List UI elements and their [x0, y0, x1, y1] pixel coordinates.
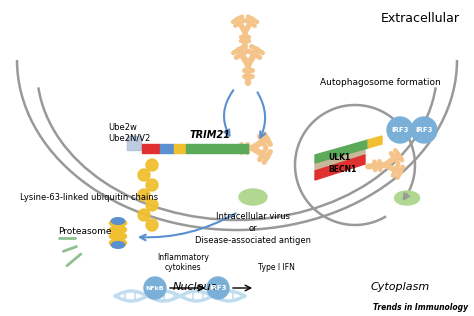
Ellipse shape	[111, 218, 125, 224]
Circle shape	[146, 159, 158, 171]
Circle shape	[207, 277, 229, 299]
Text: Ube2w
Ube2N/V2: Ube2w Ube2N/V2	[108, 123, 150, 143]
Text: ULK1: ULK1	[328, 154, 350, 162]
Circle shape	[138, 209, 150, 221]
Text: Inflammatory
cytokines: Inflammatory cytokines	[157, 252, 209, 272]
Bar	[142, 144, 160, 153]
Circle shape	[387, 117, 413, 143]
Text: Proteasome: Proteasome	[58, 228, 111, 236]
Circle shape	[411, 117, 437, 143]
Ellipse shape	[394, 191, 419, 205]
Text: TRIM21: TRIM21	[190, 130, 230, 140]
Text: Type I IFN: Type I IFN	[258, 263, 295, 272]
Text: BECN1: BECN1	[328, 166, 356, 174]
Text: Intracellular virus
or
Disease-associated antigen: Intracellular virus or Disease-associate…	[195, 212, 311, 245]
Bar	[127, 136, 141, 150]
Ellipse shape	[109, 239, 127, 247]
Bar	[186, 144, 248, 153]
Text: Cytoplasm: Cytoplasm	[370, 282, 429, 292]
Text: IRF3: IRF3	[415, 127, 433, 133]
Text: IRF3: IRF3	[391, 127, 409, 133]
Ellipse shape	[109, 219, 127, 227]
Circle shape	[138, 189, 150, 201]
Bar	[174, 144, 186, 153]
Ellipse shape	[109, 226, 127, 234]
Text: IRF3: IRF3	[209, 285, 227, 291]
Polygon shape	[368, 136, 382, 148]
Text: Lysine-63-linked ubiquitin chains: Lysine-63-linked ubiquitin chains	[20, 192, 158, 202]
Text: NFkB: NFkB	[146, 285, 164, 290]
Ellipse shape	[109, 233, 127, 240]
Ellipse shape	[111, 242, 125, 248]
Text: Autophagosome formation: Autophagosome formation	[320, 78, 441, 87]
Circle shape	[146, 179, 158, 191]
Circle shape	[144, 277, 166, 299]
Text: Nucleus: Nucleus	[173, 282, 217, 292]
Polygon shape	[315, 147, 365, 171]
Text: Extracellular: Extracellular	[381, 12, 460, 25]
Circle shape	[146, 219, 158, 231]
Circle shape	[146, 199, 158, 211]
Polygon shape	[315, 155, 365, 180]
Ellipse shape	[239, 189, 267, 205]
Text: Trends in Immunology: Trends in Immunology	[373, 303, 468, 312]
Bar	[127, 136, 141, 150]
Bar	[160, 144, 174, 153]
Polygon shape	[315, 140, 368, 163]
Circle shape	[138, 169, 150, 181]
